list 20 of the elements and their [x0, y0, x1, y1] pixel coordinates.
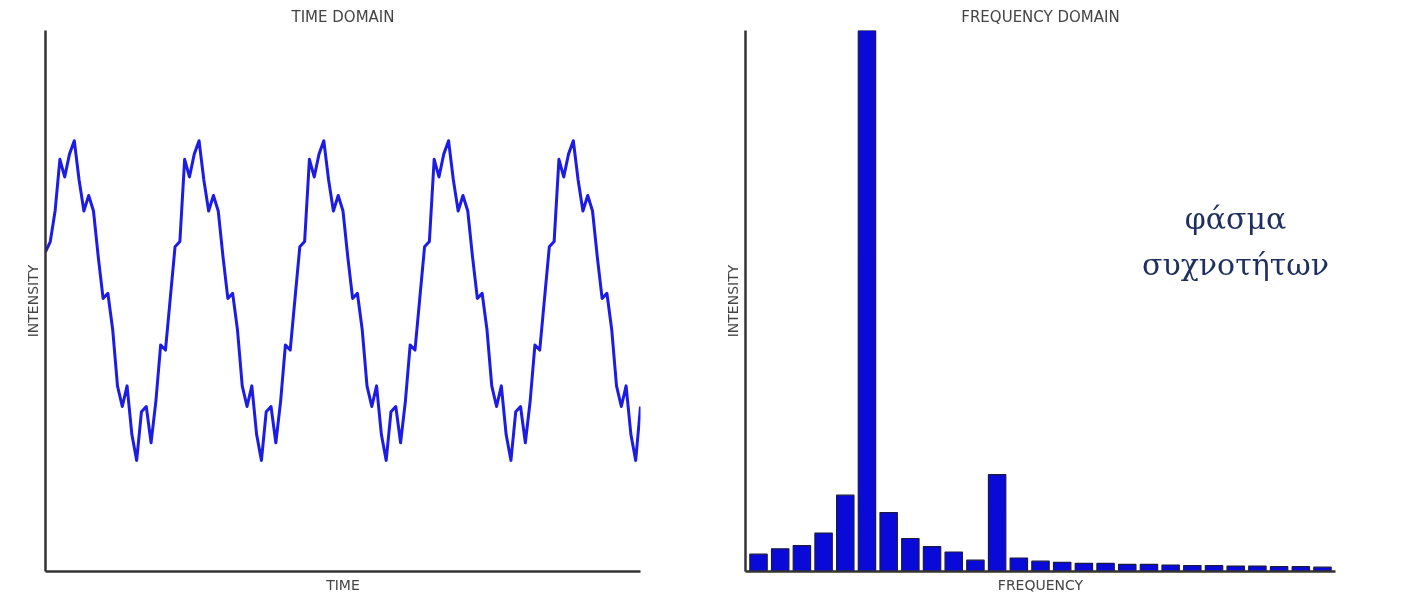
x-axis-title: FREQUENCY — [997, 576, 1084, 593]
bar — [770, 548, 790, 572]
y-axis-title: INTENSITY — [724, 264, 741, 338]
bar — [836, 494, 855, 572]
bar — [749, 553, 768, 572]
chart-title: FREQUENCY DOMAIN — [961, 7, 1120, 26]
bar — [792, 544, 812, 572]
x-axis-title: TIME — [325, 576, 360, 593]
bar — [879, 511, 898, 572]
bar — [987, 474, 1007, 572]
bar — [901, 537, 920, 572]
y-axis-title: INTENSITY — [24, 264, 41, 338]
bar — [922, 546, 942, 572]
bar — [944, 551, 964, 572]
bar — [814, 532, 833, 572]
annotation: φάσμα συχνοτήτων — [1141, 201, 1330, 282]
bar — [1009, 557, 1029, 572]
chart-title: TIME DOMAIN — [290, 7, 395, 26]
bar — [966, 559, 985, 572]
bar — [857, 30, 877, 572]
